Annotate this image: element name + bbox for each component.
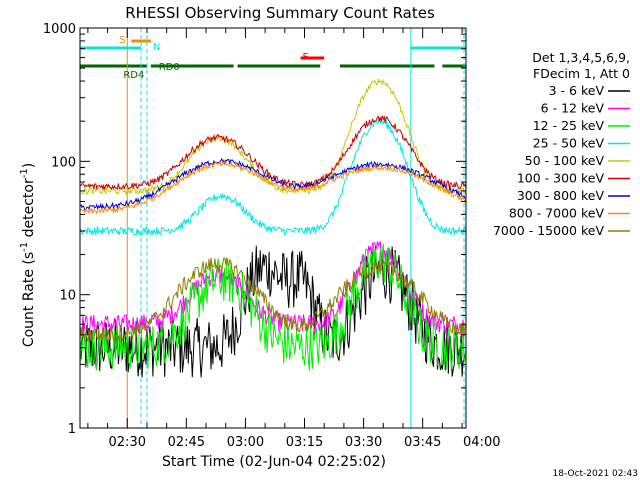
legend-label: 12 - 25 keV xyxy=(533,118,605,133)
flag-bars: S N F RD0 RD4 xyxy=(80,28,466,428)
series-line-6 xyxy=(79,157,467,211)
annotation-f: F xyxy=(303,52,309,63)
y-tick-label: 10 xyxy=(59,289,76,304)
x-tick-label: 02:45 xyxy=(168,435,205,450)
x-tick-label: 04:00 xyxy=(463,435,500,450)
ylabel-part: Count Rate (s xyxy=(21,252,37,347)
legend-label: 800 - 7000 keV xyxy=(509,206,605,221)
legend-label: 300 - 800 keV xyxy=(517,188,605,203)
legend-header-line-2: FDecim 1, Att 0 xyxy=(533,66,630,81)
x-tick-label: 03:45 xyxy=(404,435,441,450)
series-line-4 xyxy=(79,78,467,196)
legend-label: 3 - 6 keV xyxy=(549,83,605,98)
ylabel-part: detector xyxy=(21,178,37,242)
legend-label: 100 - 300 keV xyxy=(517,171,605,186)
x-tick-label: 03:00 xyxy=(227,435,264,450)
annotation-n: N xyxy=(153,42,160,53)
series-line-3 xyxy=(79,117,467,237)
timestamp: 18-Oct-2021 02:43 xyxy=(553,469,638,479)
legend-label: 50 - 100 keV xyxy=(525,153,605,168)
plot-frame xyxy=(79,27,467,429)
svg-text:Count Rate (s-1 detector-1): Count Rate (s-1 detector-1) xyxy=(19,163,37,347)
annotation-s: S xyxy=(119,35,125,46)
series-line-2 xyxy=(79,243,467,371)
ylabel-part: ) xyxy=(21,163,37,168)
x-tick-label: 03:30 xyxy=(345,435,382,450)
chart-title: RHESSI Observing Summary Count Rates xyxy=(125,4,435,22)
series-line-8 xyxy=(79,257,467,343)
x-tick-label: 02:30 xyxy=(109,435,146,450)
legend-label: 7000 - 15000 keV xyxy=(493,223,604,238)
legend-header-line-1: Det 1,3,4,5,6,9, xyxy=(532,50,630,65)
series-line-5 xyxy=(79,115,467,191)
axes: 1 10 100 1000 02:30 02:45 03:00 03:15 03:30 03:45… xyxy=(43,22,501,450)
legend: 3 - 6 keV 6 - 12 keV 12 - 25 keV 25 - 50 ke… xyxy=(493,83,630,238)
legend-label: 6 - 12 keV xyxy=(541,101,605,116)
y-tick-label: 100 xyxy=(51,155,76,170)
y-tick-label: 1000 xyxy=(43,22,76,37)
legend-label: 25 - 50 keV xyxy=(533,136,605,151)
x-tick-label: 03:15 xyxy=(286,435,323,450)
ylabel-sup: -1 xyxy=(19,242,30,252)
annotation-rd4: RD4 xyxy=(123,70,144,81)
y-tick-label: 1 xyxy=(68,422,76,437)
series-line-7 xyxy=(79,160,467,215)
annotation-rd0: RD0 xyxy=(159,62,180,73)
x-axis-label: Start Time (02-Jun-04 02:25:02) xyxy=(162,454,386,470)
ylabel-sup: -1 xyxy=(19,168,30,178)
series-layer xyxy=(79,78,467,378)
y-axis-label: Count Rate (s-1 detector-1) xyxy=(19,163,37,347)
series-line-0 xyxy=(79,245,467,378)
